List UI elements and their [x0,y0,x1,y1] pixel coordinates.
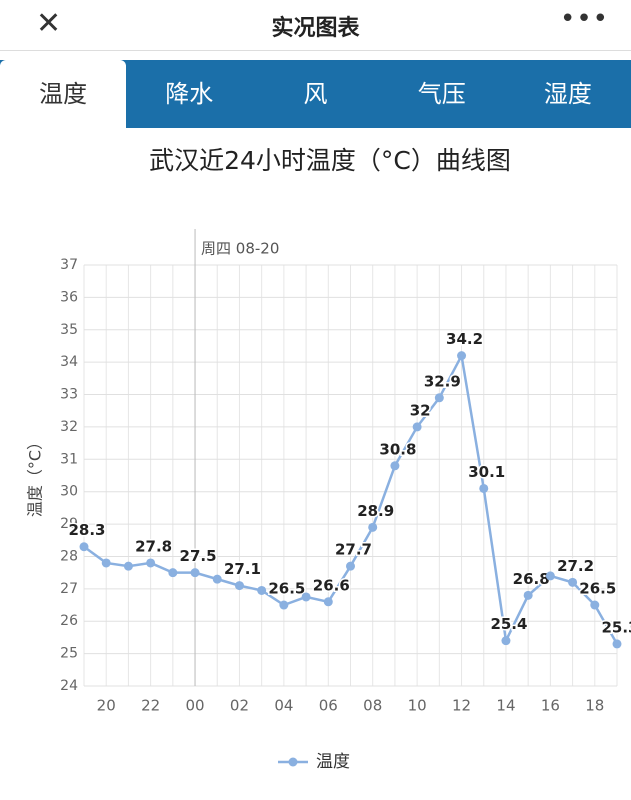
x-tick-label: 08 [363,697,382,715]
point [79,542,89,552]
point [457,351,467,361]
x-tick-label: 14 [496,697,515,715]
tab[interactable]: 气压 [417,80,466,108]
y-tick-label: 30 [60,484,78,500]
y-tick-label: 29 [60,516,78,532]
value-label: 28.9 [357,502,394,520]
point [323,597,333,607]
y-tick-label: 25 [60,646,78,662]
value-label: 25.3 [601,618,631,636]
y-axis-label: 温度（°C） [26,434,45,517]
x-tick-label: 02 [230,697,249,715]
point [101,558,111,568]
value-label: 26.8 [513,570,550,588]
x-tick-label: 12 [452,697,471,715]
value-label: 28.3 [68,521,105,539]
point [390,461,400,471]
x-tick-label: 18 [585,697,604,715]
y-tick-label: 31 [60,451,78,467]
x-tick-label: 16 [541,697,560,715]
point [212,574,222,584]
point [568,577,578,587]
value-label: 32.9 [424,372,461,390]
value-label: 27.2 [557,557,594,575]
value-label: 30.8 [379,440,416,458]
y-tick-label: 37 [60,257,78,273]
value-label: 26.5 [579,580,616,598]
legend-label: 温度 [316,752,350,772]
y-tick-label: 34 [60,354,78,370]
chart-title: 武汉近24小时温度（°C）曲线图 [149,146,511,175]
value-label: 25.4 [490,615,527,633]
point [501,636,511,646]
point [146,558,156,568]
point [523,590,533,600]
point [190,568,200,578]
y-tick-label: 24 [60,678,78,694]
y-tick-label: 33 [60,387,78,403]
y-tick-label: 27 [60,581,78,597]
x-tick-label: 20 [97,697,116,715]
y-tick-label: 36 [60,289,78,305]
y-tick-label: 35 [60,322,78,338]
point [168,568,178,578]
x-tick-label: 00 [185,697,204,715]
value-label: 27.5 [180,547,217,565]
point [545,571,555,581]
y-tick-label: 32 [60,419,78,435]
value-label: 27.8 [135,537,172,555]
tab[interactable]: 湿度 [543,80,592,108]
point [434,393,444,403]
point [234,581,244,591]
value-label: 27.1 [224,560,261,578]
value-label: 26.6 [313,576,350,594]
point [346,561,355,571]
tab[interactable]: 温度 [0,60,127,128]
tab-bar: 温度 降水 风 气压 湿度 [0,60,631,128]
value-label: 27.7 [335,541,372,559]
point [612,639,622,649]
value-label: 30.1 [468,463,505,481]
point [123,561,133,571]
y-tick-label: 28 [60,548,78,564]
more-button[interactable]: ••• [559,4,609,34]
point [301,592,311,602]
x-tick-label: 04 [274,697,293,715]
point [412,422,422,432]
tab[interactable]: 风 [303,80,328,108]
header-title: 实况图表 [271,16,360,41]
point [279,600,289,610]
close-button[interactable]: ✕ [36,6,62,41]
point [257,585,267,595]
point [590,600,600,610]
point [479,483,489,493]
legend-marker [288,757,298,767]
point [368,522,378,532]
value-label: 26.5 [268,580,305,598]
day-marker-label: 周四 08-20 [201,240,279,258]
x-tick-label: 22 [141,697,160,715]
y-tick-label: 26 [60,613,78,629]
header: ✕ 实况图表 ••• [0,0,631,51]
chart: 武汉近24小时温度（°C）曲线图 24 25 26 27 28 29 30 31 32 33 34 3… [26,146,631,772]
x-tick-label: 06 [319,697,338,715]
value-label: 34.2 [446,330,483,348]
x-tick-label: 10 [408,697,427,715]
value-label: 32 [410,401,431,419]
tab[interactable]: 降水 [165,80,214,108]
